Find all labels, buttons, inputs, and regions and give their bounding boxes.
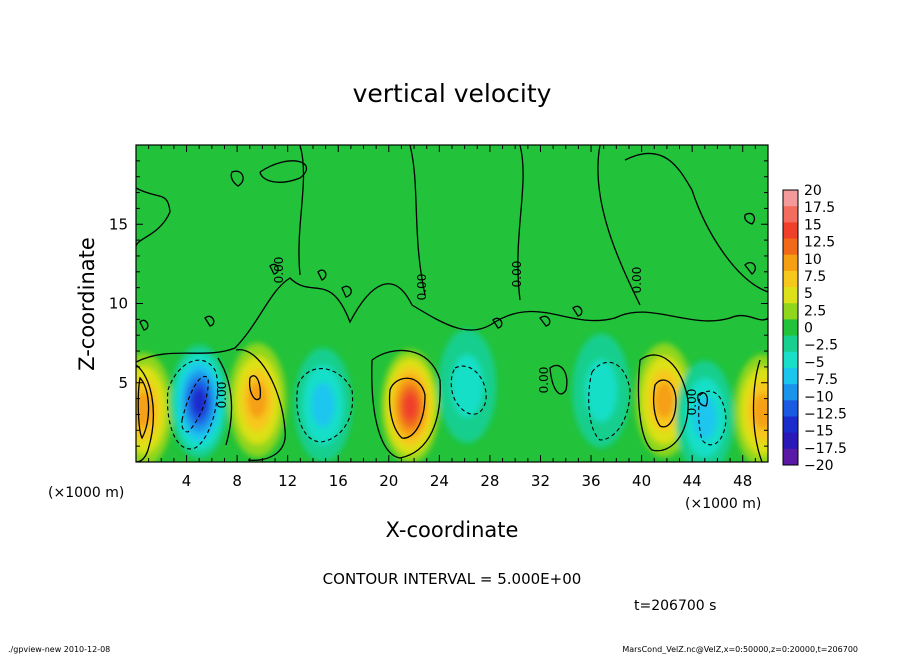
colorbar-swatch bbox=[783, 448, 798, 466]
contour-label: 0.00 bbox=[272, 257, 286, 284]
contour-label-group: 0.00 0.00 0.00 0.00 0.00 0.00 0.00 bbox=[215, 257, 699, 416]
x-tick-label: 32 bbox=[531, 472, 550, 490]
y-tick-label: 15 bbox=[109, 215, 128, 233]
x-tick-label: 36 bbox=[581, 472, 600, 490]
colorbar-swatch bbox=[783, 367, 798, 385]
blob-layer bbox=[191, 388, 207, 416]
colorbar-swatch bbox=[783, 303, 798, 320]
blob-layer bbox=[585, 359, 618, 422]
colorbar-swatch bbox=[783, 400, 798, 417]
colorbar-label: 20 bbox=[804, 183, 822, 199]
colorbar-label: −17.5 bbox=[804, 441, 847, 457]
contour-lines bbox=[136, 145, 768, 462]
x-tick-label: 48 bbox=[733, 472, 752, 490]
colorbar-label: −12.5 bbox=[804, 406, 847, 422]
contour-interval: CONTOUR INTERVAL = 5.000E+00 bbox=[323, 570, 582, 588]
velocity-blob bbox=[572, 333, 631, 448]
colorbar-swatch bbox=[783, 384, 798, 401]
y-tick-label: 5 bbox=[118, 374, 128, 392]
velocity-blob bbox=[381, 349, 440, 462]
time-stamp: t=206700 s bbox=[634, 598, 716, 614]
x-tick-label: 24 bbox=[430, 472, 449, 490]
colorbar-label: 0 bbox=[804, 321, 813, 337]
x-tick-label: 4 bbox=[182, 472, 192, 490]
colorbar-label: −7.5 bbox=[804, 372, 838, 388]
colorbar-swatch bbox=[783, 287, 798, 304]
blob-layer bbox=[753, 393, 768, 430]
x-tick-label: 16 bbox=[329, 472, 348, 490]
y-axis-ticks: 5 10 15 bbox=[109, 160, 768, 447]
colorbar-swatch bbox=[783, 190, 798, 207]
colorbar-swatch bbox=[783, 254, 798, 272]
blob-layer bbox=[136, 391, 154, 428]
plot-area: 0.00 0.00 0.00 0.00 0.00 0.00 0.00 bbox=[136, 145, 768, 462]
footer-left: ./gpview-new 2010-12-08 bbox=[8, 645, 110, 654]
contour-label: 0.00 bbox=[630, 267, 644, 294]
colorbar-label: −10 bbox=[804, 389, 834, 405]
blob-layer bbox=[451, 354, 484, 417]
blob-layer bbox=[654, 382, 674, 419]
colorbar-label: 12.5 bbox=[804, 235, 835, 251]
velocity-blob bbox=[136, 352, 173, 462]
footer-right: MarsCond_VelZ.nc@VelZ,x=0:50000,z=0:2000… bbox=[622, 645, 858, 654]
x-tick-label: 44 bbox=[683, 472, 702, 490]
colorbar-swatch bbox=[783, 416, 798, 434]
colorbar-label: 2.5 bbox=[804, 303, 826, 319]
contour-label: 0.00 bbox=[215, 382, 229, 409]
y-tick-label: 10 bbox=[109, 295, 128, 313]
colorbar-swatch bbox=[783, 206, 798, 223]
x-tick-label: 40 bbox=[632, 472, 651, 490]
contour-label: 0.00 bbox=[510, 261, 524, 288]
x-tick-label: 28 bbox=[480, 472, 499, 490]
velocity-blob bbox=[733, 354, 768, 462]
x-axis-ticks: 4 8 12 16 20 24 28 32 36 40 44 48 bbox=[148, 145, 756, 490]
colorbar-label: −2.5 bbox=[804, 338, 838, 354]
contour-label: 0.00 bbox=[685, 389, 699, 416]
colorbar-swatch bbox=[783, 335, 798, 353]
x-unit-left: (×1000 m) bbox=[48, 485, 124, 501]
colorbar-label: 10 bbox=[804, 252, 822, 268]
x-tick-label: 8 bbox=[232, 472, 242, 490]
colorbar-label: 17.5 bbox=[804, 200, 835, 216]
colorbar-label: 5 bbox=[804, 286, 813, 302]
colorbar-label: 7.5 bbox=[804, 269, 826, 285]
colorbar-swatch bbox=[783, 238, 798, 256]
colorbar-frame bbox=[782, 189, 799, 466]
colorbar-swatch bbox=[783, 222, 798, 240]
colorbar-swatch bbox=[783, 319, 798, 337]
colorbar-swatch bbox=[783, 432, 798, 450]
x-tick-label: 20 bbox=[379, 472, 398, 490]
chart-title: vertical velocity bbox=[353, 79, 552, 108]
x-axis-label: X-coordinate bbox=[386, 518, 519, 542]
colorbar-swatch bbox=[783, 270, 798, 288]
colorbar-label: −15 bbox=[804, 424, 834, 440]
velocity-blob bbox=[294, 347, 353, 462]
x-tick-label: 12 bbox=[278, 472, 297, 490]
colorbar-label: −20 bbox=[804, 458, 834, 474]
velocity-blob bbox=[438, 328, 497, 443]
colorbar-label: 15 bbox=[804, 217, 822, 233]
velocity-blobs bbox=[136, 328, 768, 462]
velocity-blob bbox=[170, 344, 229, 459]
colorbar-swatch bbox=[783, 351, 798, 369]
blob-layer bbox=[402, 392, 418, 421]
x-unit-right: (×1000 m) bbox=[685, 496, 761, 512]
colorbar-label: −5 bbox=[804, 355, 825, 371]
blob-layer bbox=[311, 382, 335, 428]
dashed-contours bbox=[166, 359, 727, 450]
velocity-blob bbox=[675, 360, 734, 462]
y-axis-label: Z-coordinate bbox=[75, 237, 99, 371]
contour-label: 0.00 bbox=[537, 367, 551, 394]
contour-label: 0.00 bbox=[415, 274, 429, 301]
